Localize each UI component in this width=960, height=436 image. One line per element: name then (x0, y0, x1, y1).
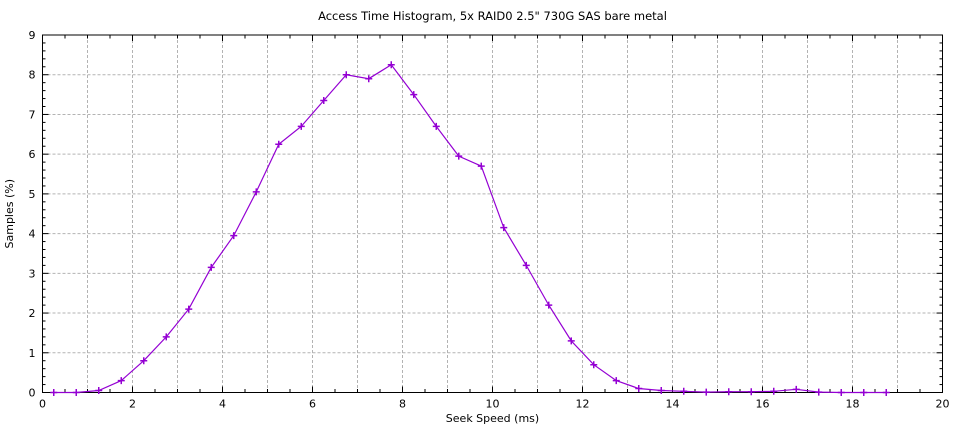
data-point-markers (50, 61, 890, 396)
data-point-marker (792, 385, 800, 393)
data-point-marker (522, 261, 530, 269)
data-point-marker (185, 305, 193, 313)
data-point-marker (95, 387, 103, 395)
y-axis-label: Samples (%) (3, 179, 16, 249)
x-tick-label: 20 (936, 398, 950, 411)
data-point-marker (207, 263, 215, 271)
data-point-marker (410, 91, 418, 99)
data-point-marker (387, 61, 395, 69)
data-point-marker (162, 333, 170, 341)
y-tick-label: 0 (29, 387, 36, 400)
x-tick-label: 12 (576, 398, 590, 411)
y-tick-label: 1 (29, 347, 36, 360)
data-point-marker (680, 387, 688, 395)
y-axis-tick-labels: 0 1 2 3 4 5 6 7 8 9 (29, 29, 36, 400)
data-point-marker (545, 301, 553, 309)
data-point-marker (50, 389, 58, 396)
data-point-marker (770, 387, 778, 395)
data-point-marker (815, 388, 823, 396)
x-tick-label: 2 (129, 398, 136, 411)
x-tick-label: 16 (756, 398, 770, 411)
data-point-marker (432, 122, 440, 130)
data-point-marker (635, 385, 643, 393)
data-point-marker (477, 162, 485, 170)
y-tick-label: 9 (29, 29, 36, 42)
plot-border (42, 34, 943, 393)
data-point-marker (500, 224, 508, 232)
y-tick-label: 8 (29, 69, 36, 82)
x-tick-label: 6 (309, 398, 316, 411)
data-point-marker (837, 389, 845, 396)
x-axis-label: Seek Speed (ms) (446, 412, 539, 425)
data-point-marker (725, 388, 733, 396)
data-point-marker (567, 337, 575, 345)
data-point-marker (297, 122, 305, 130)
data-point-marker (230, 232, 238, 240)
data-point-marker (657, 387, 665, 395)
x-tick-label: 0 (39, 398, 46, 411)
data-point-marker (860, 389, 868, 396)
x-tick-label: 4 (219, 398, 226, 411)
grid-lines (42, 35, 943, 393)
x-tick-label: 10 (486, 398, 500, 411)
data-point-marker (882, 389, 890, 396)
data-point-marker (140, 357, 148, 365)
data-point-marker (117, 377, 125, 385)
data-point-marker (72, 389, 80, 396)
axis-ticks (42, 34, 943, 393)
y-tick-label: 6 (29, 148, 36, 161)
x-tick-label: 8 (399, 398, 406, 411)
data-point-marker (702, 388, 710, 396)
y-tick-label: 7 (29, 108, 36, 121)
chart-title: Access Time Histogram, 5x RAID0 2.5" 730… (318, 9, 667, 23)
x-tick-label: 14 (666, 398, 680, 411)
data-point-marker (320, 97, 328, 105)
data-point-marker (455, 152, 463, 160)
data-point-marker (365, 75, 373, 83)
y-tick-label: 4 (29, 228, 36, 241)
data-point-marker (252, 188, 260, 196)
x-axis-tick-labels: 0 2 4 6 8 10 12 14 16 18 20 (39, 398, 950, 411)
data-point-marker (747, 388, 755, 396)
y-tick-label: 5 (29, 188, 36, 201)
y-tick-label: 2 (29, 307, 36, 320)
y-tick-label: 3 (29, 267, 36, 280)
data-point-marker (342, 71, 350, 79)
x-tick-label: 18 (846, 398, 860, 411)
data-series-line (53, 63, 887, 394)
data-point-marker (612, 377, 620, 385)
data-point-marker (590, 361, 598, 369)
data-point-marker (275, 140, 283, 148)
